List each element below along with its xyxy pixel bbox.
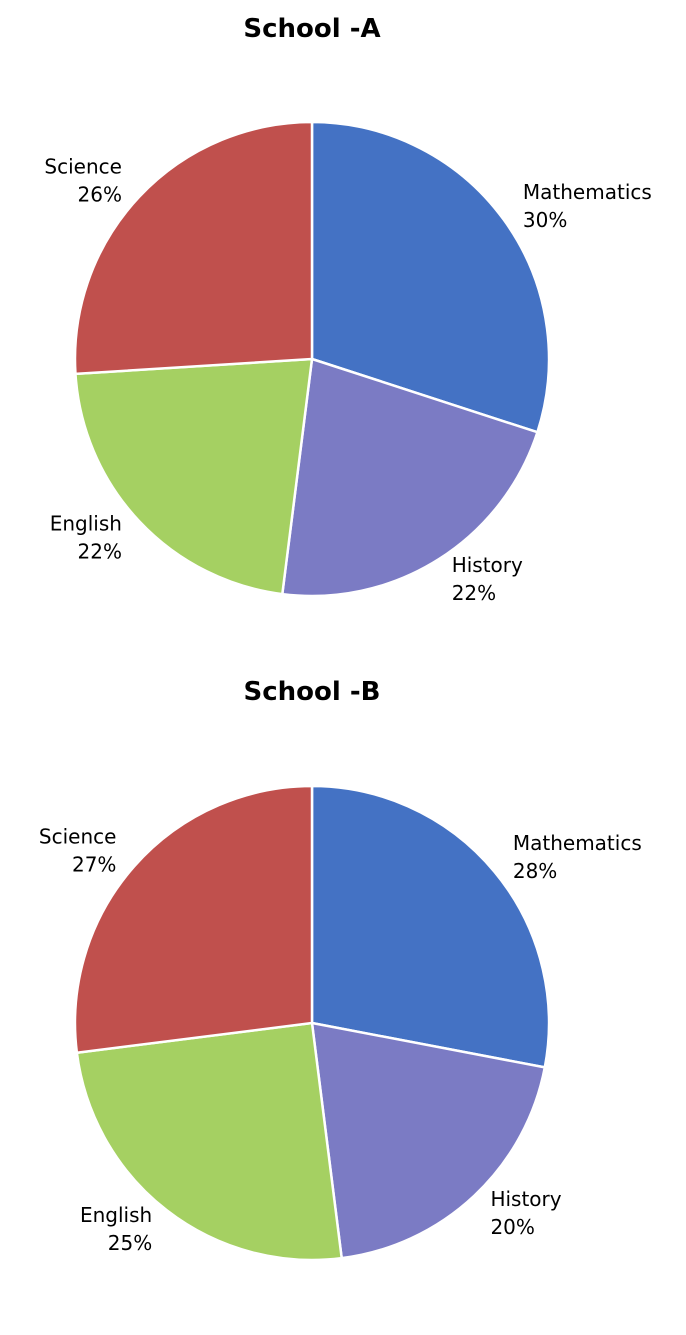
slice-label: Science 26% [44, 155, 122, 207]
value-label: 26% [78, 183, 122, 207]
category-label: History [452, 553, 523, 577]
value-label: 22% [452, 581, 496, 605]
pie-slice [73, 784, 314, 1054]
pie-slice [281, 357, 539, 598]
category-label: History [490, 1187, 561, 1211]
pie-slice [310, 1021, 547, 1260]
slice-label: Science 27% [39, 825, 117, 877]
value-label: 20% [490, 1215, 534, 1239]
category-label: English [80, 1203, 152, 1227]
category-label: Mathematics [523, 180, 652, 204]
value-label: 30% [523, 208, 567, 232]
slice-label: Mathematics 30% [523, 180, 652, 232]
pie-slice [74, 357, 314, 596]
pie-slice [310, 784, 551, 1069]
pie-slice [73, 120, 314, 376]
value-label: 27% [72, 853, 116, 877]
chart-title: School -B [244, 677, 381, 707]
category-label: Science [39, 825, 117, 849]
value-label: 22% [78, 539, 122, 563]
category-label: Mathematics [513, 831, 642, 855]
category-label: English [50, 511, 122, 535]
slice-label: English 25% [80, 1203, 152, 1255]
chart-title: School -A [243, 14, 380, 44]
value-label: 25% [108, 1231, 152, 1255]
pie-slice [75, 1021, 343, 1262]
slice-label: Mathematics 28% [513, 831, 642, 883]
value-label: 28% [513, 859, 557, 883]
pie-slice [310, 120, 551, 434]
slice-label: English 22% [50, 511, 122, 563]
slice-label: History 22% [452, 553, 523, 605]
category-label: Science [44, 155, 122, 179]
slice-label: History 20% [490, 1187, 561, 1239]
